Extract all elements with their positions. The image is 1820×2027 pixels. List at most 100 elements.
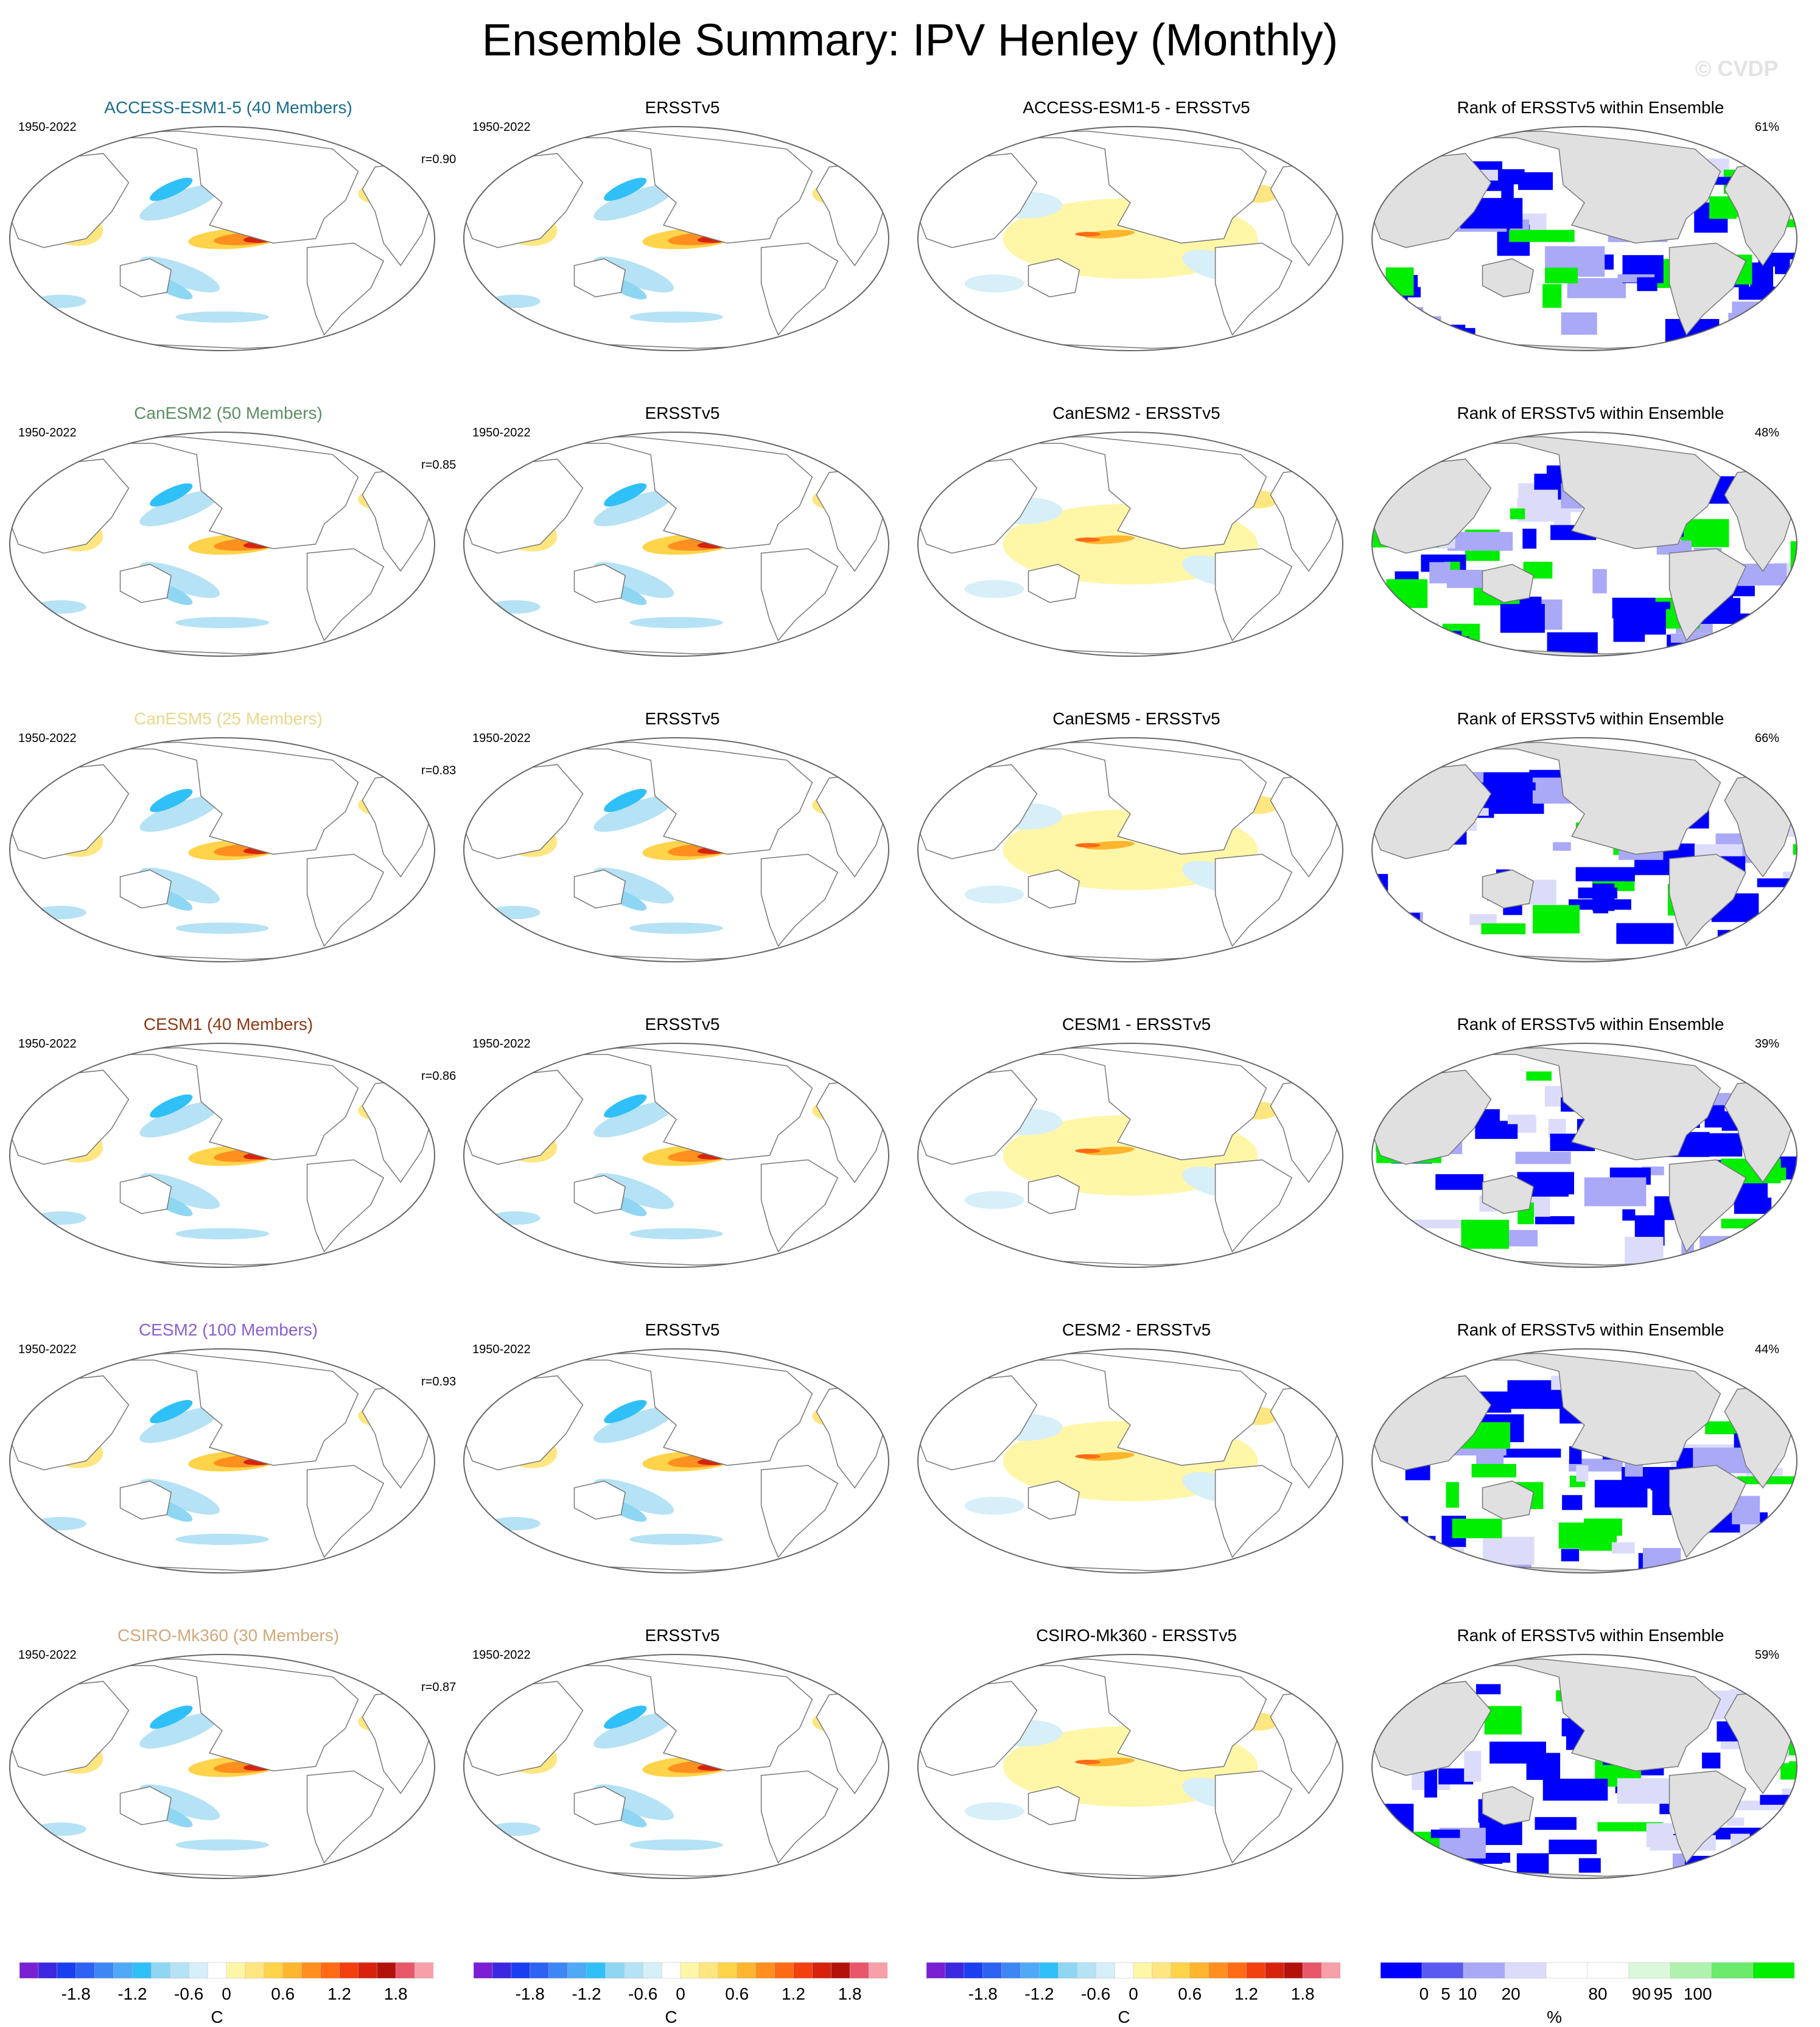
colorbar-swatches — [19, 1962, 433, 1979]
period-label: 1950-2022 — [18, 732, 77, 745]
period-label: 1950-2022 — [18, 1648, 77, 1662]
colorbar-model: -1.8 -1.2 -0.6 0 0.6 1.2 1.8 C — [19, 1961, 433, 2026]
colorbar-swatches — [474, 1962, 887, 1979]
obs-panel-4: ERSSTv5 1950-2022 — [460, 1014, 905, 1318]
colorbar-swatch — [358, 1962, 378, 1979]
rank-map-1 — [1371, 126, 1797, 351]
diff-map-3 — [917, 737, 1343, 962]
watermark: © CVDP — [1695, 56, 1779, 81]
colorbar-swatch — [1302, 1962, 1322, 1979]
colorbar-swatch — [339, 1962, 359, 1979]
colorbar-swatch — [1628, 1962, 1671, 1979]
colorbar-swatch — [1321, 1962, 1340, 1979]
colorbar-swatch — [492, 1962, 512, 1979]
pattern-correlation: r=0.85 — [421, 458, 457, 472]
colorbar-tick-label: -1.8 — [515, 1984, 545, 2003]
colorbar-swatch — [1670, 1962, 1712, 1979]
model-panel-6: CSIRO-Mk360 (30 Members) 1950-2022 r=0.87 — [6, 1625, 456, 1930]
colorbar-unit: C — [211, 2008, 223, 2026]
colorbar-swatch — [377, 1962, 396, 1979]
pattern-correlation: r=0.86 — [421, 1070, 457, 1083]
colorbar-tick-label: 90 — [1631, 1984, 1651, 2003]
colorbar-tick-label: 1.2 — [327, 1984, 351, 2003]
colorbar-tick-label: -1.8 — [968, 1984, 998, 2003]
rank-title: Rank of ERSSTv5 within Ensemble — [1457, 1626, 1724, 1645]
colorbar-swatch — [1152, 1962, 1172, 1979]
colorbar-tick-label: 0 — [1129, 1984, 1138, 2003]
model-panel-3: CanESM5 (25 Members) 1950-2022 r=0.83 — [6, 709, 456, 1013]
period-label: 1950-2022 — [18, 121, 77, 134]
colorbar-obs: -1.8 -1.2 -0.6 0 0.6 1.2 1.8 C — [474, 1961, 887, 2026]
colorbar-swatch — [812, 1962, 832, 1979]
period-label: 1950-2022 — [18, 426, 77, 439]
period-label: 1950-2022 — [472, 426, 531, 439]
colorbar-swatch — [1711, 1962, 1754, 1979]
obs-panel-6: ERSSTv5 1950-2022 — [460, 1625, 905, 1930]
model-panel-4: CESM1 (40 Members) 1950-2022 r=0.86 — [6, 1014, 456, 1318]
colorbar-swatches — [1381, 1962, 1794, 1979]
rank-map-6 — [1371, 1654, 1797, 1879]
diff-panel-3: CanESM5 - ERSSTv5 — [914, 709, 1359, 1013]
colorbar-swatch — [926, 1962, 946, 1979]
diff-panel-4: CESM1 - ERSSTv5 — [914, 1014, 1359, 1318]
rank-percent: 39% — [1755, 1037, 1780, 1051]
model-map-6 — [9, 1654, 435, 1879]
colorbar-swatch — [1058, 1962, 1078, 1979]
colorbar-swatch — [1381, 1962, 1423, 1979]
colorbar-tick-label: -0.6 — [1081, 1984, 1111, 2003]
colorbar-swatch — [1421, 1962, 1464, 1979]
model-map-5 — [9, 1348, 435, 1574]
colorbar-swatch — [699, 1962, 719, 1979]
colorbar-swatch — [1114, 1962, 1134, 1979]
colorbar-swatch — [301, 1962, 321, 1979]
colorbar-swatch — [38, 1962, 58, 1979]
colorbar-swatch — [982, 1962, 1003, 1979]
diff-panel-1: ACCESS-ESM1-5 - ERSSTv5 — [914, 97, 1359, 402]
diff-map-6 — [917, 1654, 1343, 1879]
colorbar-tick-label: 1.8 — [838, 1984, 862, 2003]
colorbar-swatch — [624, 1962, 643, 1979]
colorbar-swatch — [680, 1962, 700, 1979]
pattern-correlation: r=0.83 — [421, 764, 457, 777]
colorbar-tick-label: 1.2 — [1234, 1984, 1258, 2003]
page-title: Ensemble Summary: IPV Henley (Monthly) — [481, 15, 1339, 65]
obs-map-6 — [463, 1654, 889, 1879]
colorbar-swatch — [57, 1962, 77, 1979]
colorbar-swatch — [132, 1962, 152, 1979]
colorbar-swatch — [1463, 1962, 1505, 1979]
colorbar-tick-label: 0.6 — [725, 1984, 749, 2003]
period-label: 1950-2022 — [472, 732, 531, 745]
colorbar-swatch — [1265, 1962, 1285, 1979]
colorbar-tick-label: 0.6 — [1178, 1984, 1202, 2003]
obs-map-5 — [463, 1348, 889, 1574]
colorbar-tick-label: 80 — [1588, 1984, 1608, 2003]
colorbar-swatch — [395, 1962, 415, 1979]
diff-title: CanESM2 - ERSSTv5 — [1052, 404, 1220, 422]
colorbar-swatch — [207, 1962, 227, 1979]
rank-panel-1: Rank of ERSSTv5 within Ensemble 61% — [1368, 97, 1813, 402]
colorbar-rank: 0 5 10 20 80 90 95 100% — [1381, 1961, 1794, 2026]
colorbar-tick-label: 1.8 — [383, 1984, 408, 2003]
rank-title: Rank of ERSSTv5 within Ensemble — [1457, 98, 1724, 117]
obs-map-2 — [463, 432, 889, 657]
model-map-3 — [9, 737, 435, 962]
colorbar-tick-label: -1.2 — [572, 1984, 601, 2003]
colorbar-swatch — [1246, 1962, 1266, 1979]
colorbar-diff: -1.8 -1.2 -0.6 0 0.6 1.2 1.8 C — [926, 1961, 1340, 2026]
colorbar-tick-label: 100 — [1683, 1984, 1712, 2003]
diff-panel-6: CSIRO-Mk360 - ERSSTv5 — [914, 1625, 1359, 1930]
colorbar-swatch — [1208, 1962, 1228, 1979]
colorbar-swatch — [567, 1962, 587, 1979]
period-label: 1950-2022 — [472, 121, 531, 134]
rank-map-4 — [1371, 1043, 1797, 1268]
colorbar-swatch — [1095, 1962, 1115, 1979]
diff-map-1 — [917, 126, 1343, 351]
model-title: CSIRO-Mk360 (30 Members) — [117, 1626, 340, 1645]
obs-map-3 — [463, 737, 889, 962]
rank-panel-5: Rank of ERSSTv5 within Ensemble 44% — [1368, 1320, 1813, 1624]
diff-map-4 — [917, 1043, 1343, 1268]
colorbar-tick-label: -0.6 — [628, 1984, 658, 2003]
pattern-correlation: r=0.93 — [421, 1375, 457, 1388]
rank-panel-3: Rank of ERSSTv5 within Ensemble 66% — [1368, 709, 1813, 1013]
